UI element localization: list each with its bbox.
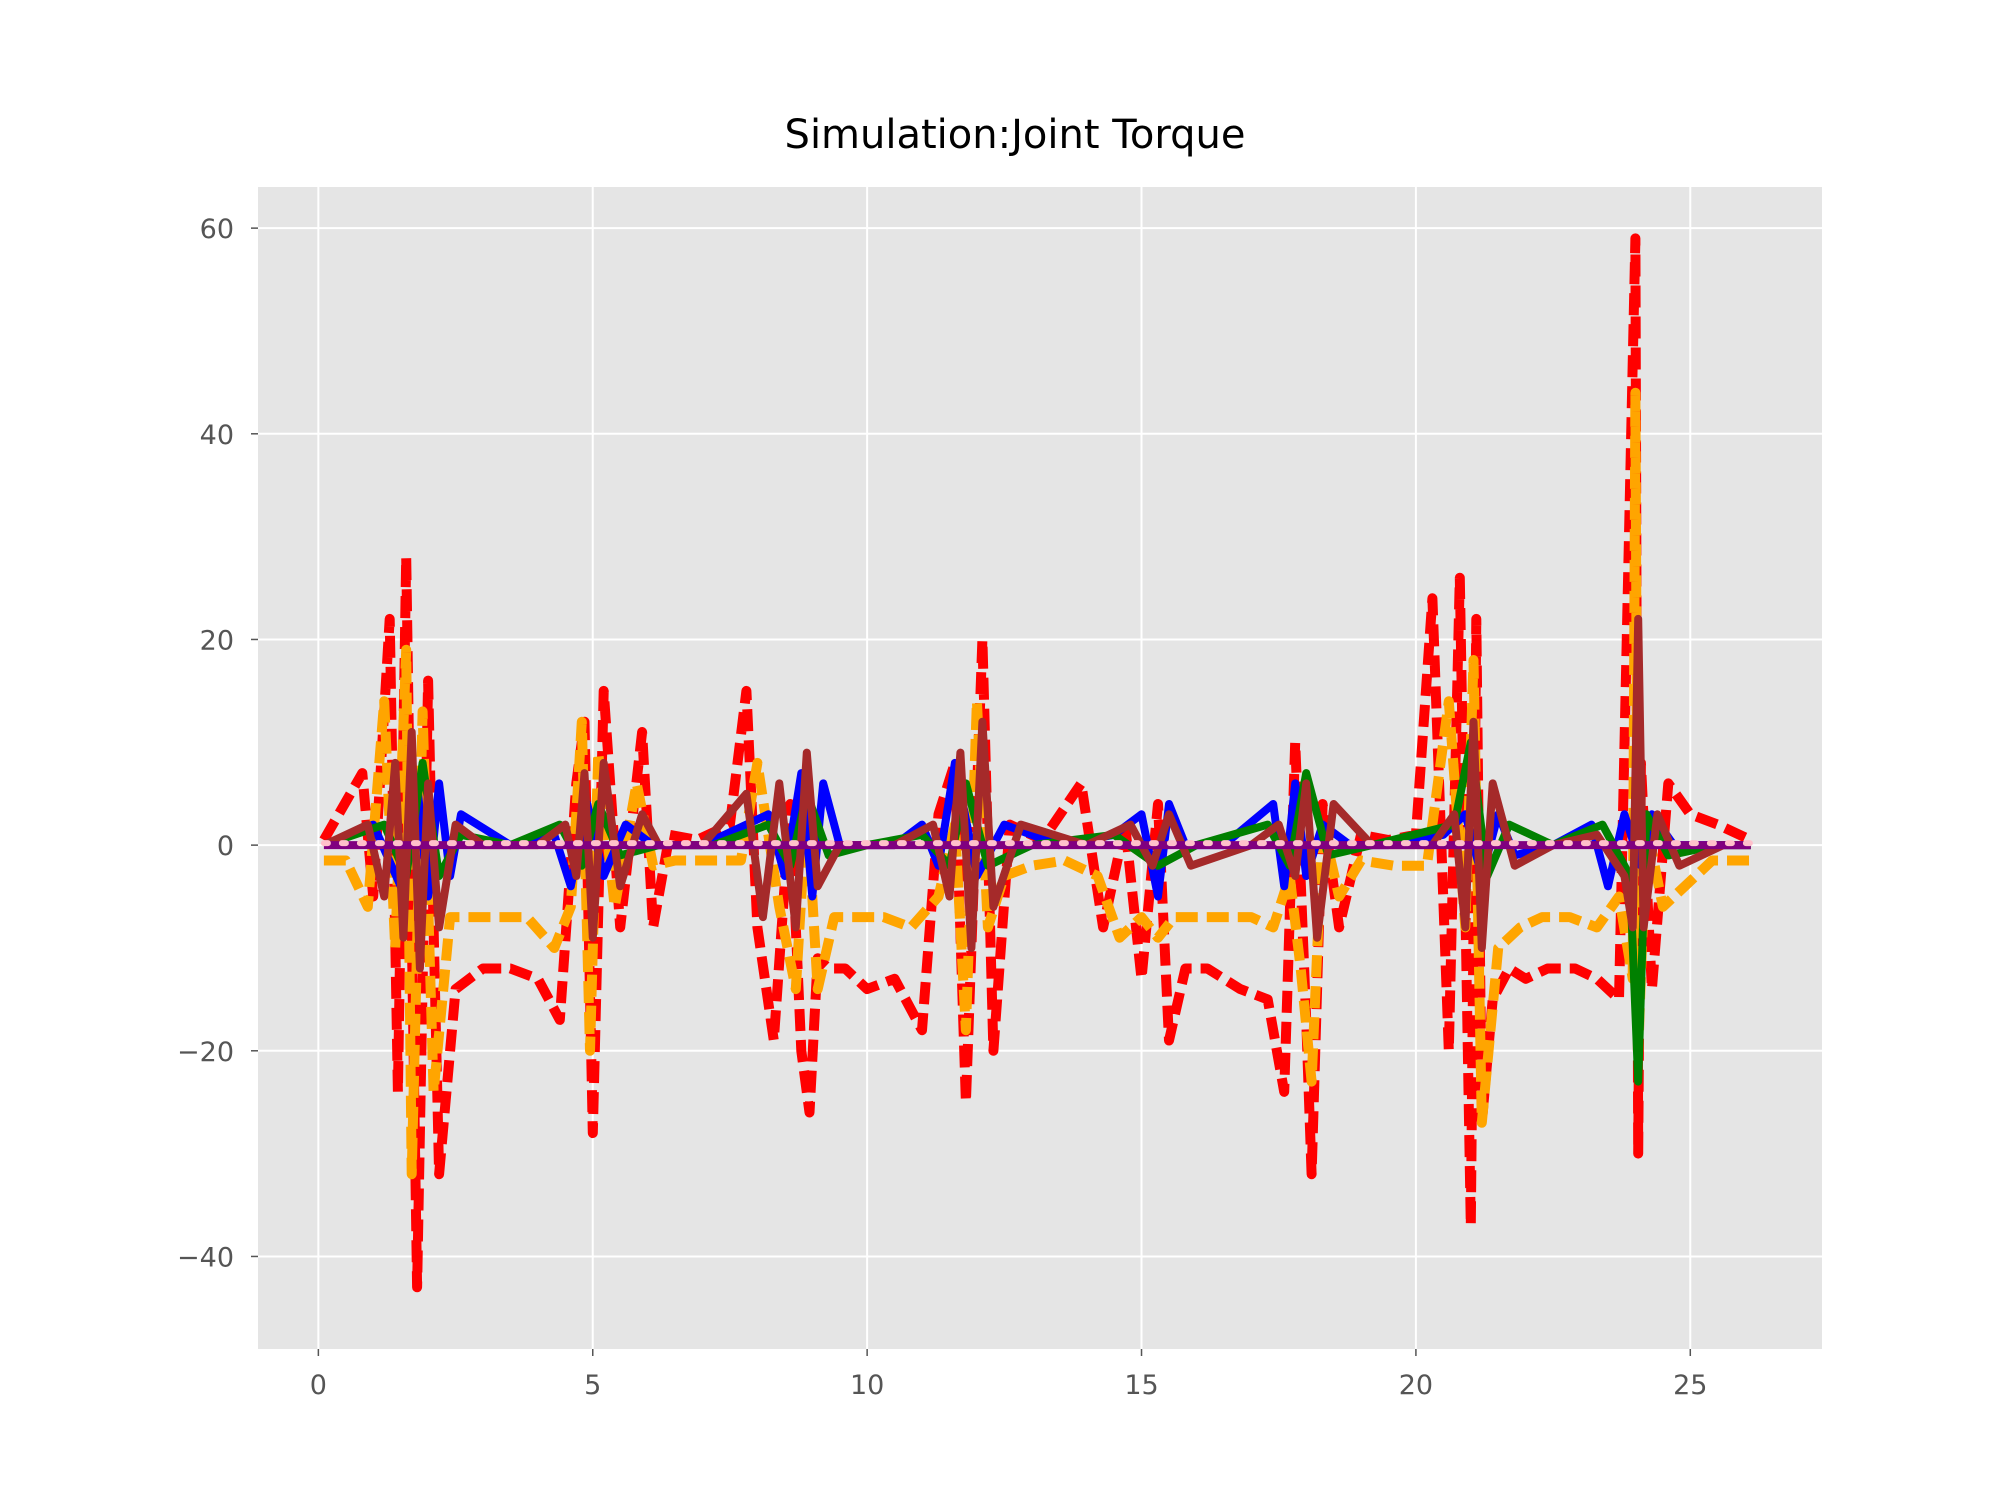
chart-title: Simulation:Joint Torque bbox=[784, 112, 1246, 158]
x-tick-label: 20 bbox=[1399, 1370, 1433, 1401]
x-tick-label: 15 bbox=[1124, 1370, 1158, 1401]
axes: 0 5 10 15 20 25 −40 −20 0 20 40 60 bbox=[177, 214, 1707, 1401]
x-tick-label: 0 bbox=[310, 1370, 327, 1401]
y-tick-label: −20 bbox=[177, 1037, 234, 1068]
y-tick-label: 60 bbox=[200, 214, 234, 245]
y-tick-label: −40 bbox=[177, 1242, 234, 1273]
x-tick-label: 10 bbox=[850, 1370, 884, 1401]
y-tick-label: 0 bbox=[217, 831, 234, 862]
plot-background bbox=[258, 187, 1822, 1349]
series-layer bbox=[319, 233, 1754, 1293]
y-tick-label: 40 bbox=[200, 420, 234, 451]
x-tick-label: 5 bbox=[584, 1370, 601, 1401]
y-tick-label: 20 bbox=[200, 625, 234, 656]
x-tick-label: 25 bbox=[1673, 1370, 1707, 1401]
